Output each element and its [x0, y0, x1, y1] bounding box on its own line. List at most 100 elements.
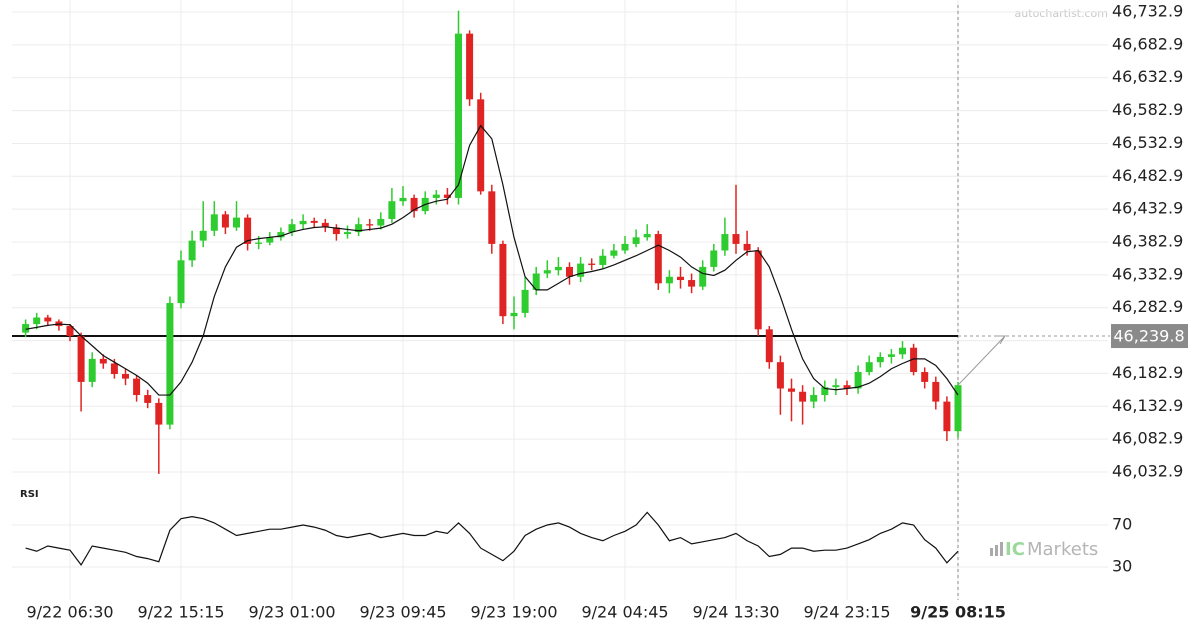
- y-tick-label: 46,282.9: [1112, 297, 1183, 316]
- candle-body: [921, 372, 929, 382]
- y-tick-label: 46,382.9: [1112, 232, 1183, 251]
- candle-body: [876, 356, 884, 363]
- candle-body: [754, 250, 762, 330]
- y-tick-label: 46,732.9: [1112, 2, 1183, 21]
- candle-body: [621, 243, 629, 251]
- candle-body: [288, 224, 296, 233]
- candle-body: [677, 276, 684, 281]
- candle-body: [244, 217, 252, 244]
- candle-body: [210, 214, 218, 231]
- candle-body: [776, 362, 784, 389]
- candle-body: [388, 201, 396, 219]
- candle-body: [99, 358, 107, 364]
- candle-body: [765, 329, 773, 363]
- candle-body: [887, 354, 895, 357]
- candle-body: [144, 395, 152, 403]
- y-tick-label: 46,082.9: [1112, 429, 1183, 448]
- y-tick-label: 46,582.9: [1112, 100, 1183, 119]
- candle-body: [865, 362, 873, 373]
- candle-body: [122, 374, 129, 379]
- x-tick-label: 9/23 19:00: [470, 603, 557, 622]
- candle-body: [721, 234, 729, 251]
- candle-body: [133, 378, 141, 396]
- y-tick-label: 46,682.9: [1112, 34, 1183, 53]
- candle-body: [932, 381, 940, 402]
- candle-body: [843, 385, 851, 389]
- candle-body: [110, 363, 118, 375]
- candle-body: [332, 227, 340, 235]
- candle-body: [743, 243, 751, 251]
- y-tick-label: 46,432.9: [1112, 199, 1183, 218]
- candle-body: [521, 289, 529, 313]
- candle-body: [554, 266, 562, 271]
- candle-body: [599, 255, 607, 265]
- candle-body: [654, 234, 662, 284]
- y-tick-label: 46,632.9: [1112, 67, 1183, 86]
- candle-body: [954, 385, 962, 432]
- y-tick-label: 30: [1112, 557, 1132, 576]
- candle-body: [688, 280, 696, 287]
- candle-body: [199, 230, 207, 241]
- y-tick-label: 46,482.9: [1112, 166, 1183, 185]
- x-tick-label: 9/24 23:15: [803, 603, 890, 622]
- candle-body: [443, 194, 451, 198]
- candle-body: [854, 372, 862, 389]
- candle-body: [155, 402, 163, 425]
- logo-bar: [990, 548, 993, 556]
- candle-body: [410, 197, 418, 212]
- candle-body: [499, 243, 507, 317]
- y-tick-label: 70: [1112, 515, 1132, 534]
- candle-body: [188, 240, 196, 261]
- candle-body: [566, 266, 573, 277]
- y-tick-label: 46,182.9: [1112, 363, 1183, 382]
- candle-body: [810, 395, 818, 402]
- x-tick-label: 9/23 09:45: [359, 603, 446, 622]
- y-tick-label: 46,332.9: [1112, 264, 1183, 283]
- candle-body: [488, 191, 496, 244]
- candle-body: [266, 237, 274, 243]
- logo-name: Markets: [1027, 539, 1098, 560]
- candle-body: [33, 317, 41, 325]
- candle-body: [77, 335, 85, 382]
- candle-body: [510, 312, 518, 317]
- candle-body: [321, 222, 329, 228]
- candle-body: [910, 347, 918, 373]
- candle-body: [788, 388, 795, 392]
- candle-body: [821, 387, 829, 396]
- moving-average: [25, 124, 959, 396]
- candle-body: [255, 242, 263, 244]
- candle-body: [466, 33, 474, 100]
- y-tick-label: 46,532.9: [1112, 133, 1183, 152]
- candle-body: [177, 260, 185, 304]
- candle-body: [366, 224, 374, 226]
- panel-title: RSI: [20, 489, 39, 500]
- candle-body: [44, 317, 52, 322]
- candle-body: [832, 385, 840, 388]
- x-tick-label: 9/24 04:45: [581, 603, 668, 622]
- logo-bar: [995, 545, 998, 556]
- candle-body: [310, 220, 318, 223]
- x-tick-label: 9/22 06:30: [26, 603, 113, 622]
- candle-body: [632, 237, 640, 244]
- level-label-box: [1111, 324, 1188, 349]
- candle-body: [399, 197, 407, 202]
- logo: IC Markets: [990, 539, 1098, 560]
- watermark: autochartist.com: [1015, 7, 1108, 20]
- candle-body: [355, 224, 363, 233]
- candle-body: [299, 220, 307, 225]
- candle-body: [543, 270, 551, 274]
- candle-body: [166, 303, 174, 425]
- candle-body: [233, 217, 240, 228]
- candle-body: [377, 218, 385, 226]
- x-tick-label: 9/25 08:15: [910, 603, 1006, 622]
- y-tick-label: 46,132.9: [1112, 396, 1183, 415]
- candle-body: [643, 234, 651, 238]
- candle-body: [732, 234, 740, 244]
- candle-body: [221, 214, 229, 228]
- x-tick-label: 9/22 15:15: [137, 603, 224, 622]
- logo-bar: [1000, 542, 1003, 556]
- candle-body: [610, 250, 618, 256]
- candle-body: [66, 326, 74, 336]
- projection-arrow: [957, 335, 1006, 386]
